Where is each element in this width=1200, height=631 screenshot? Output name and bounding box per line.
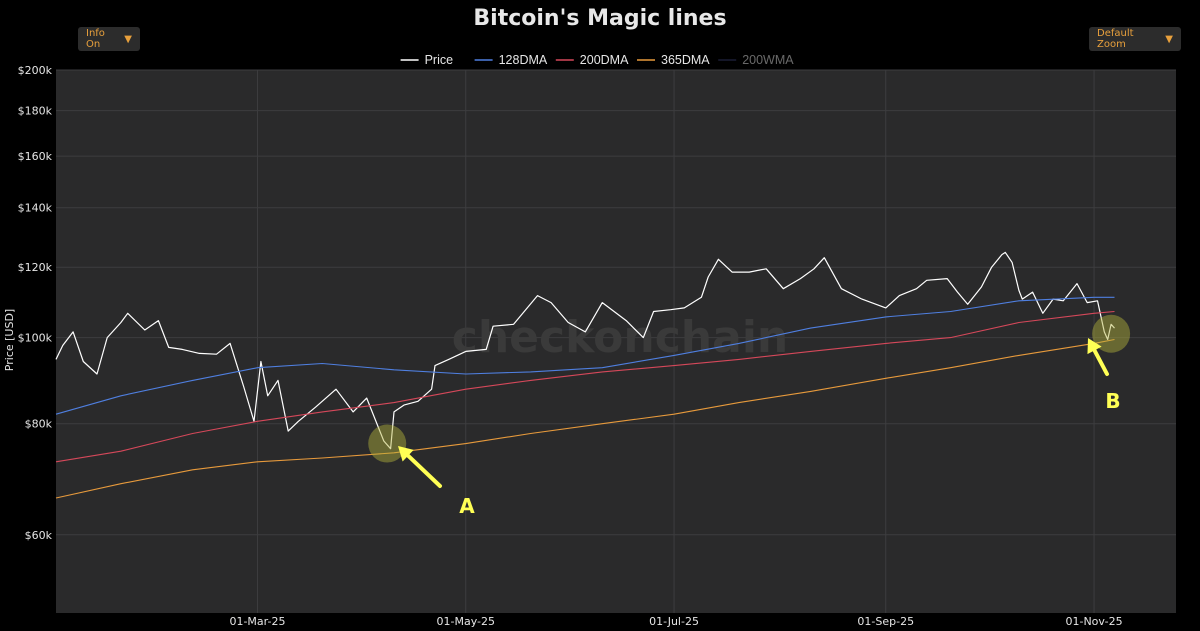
watermark: checkonchain	[452, 312, 788, 363]
x-tick-label: 01-Sep-25	[857, 615, 914, 628]
annotations: AB	[368, 314, 1131, 518]
chevron-down-icon: ▼	[124, 33, 132, 45]
grid-lines	[56, 69, 1176, 613]
legend-item-128dma: 128DMA	[499, 53, 548, 67]
annotation-label-b: B	[1105, 389, 1120, 413]
y-tick-label: $200k	[18, 64, 53, 77]
y-tick-label: $80k	[25, 418, 53, 431]
highlight-circle-a	[368, 424, 407, 463]
arrow-b	[1092, 348, 1109, 376]
y-tick-label: $180k	[18, 105, 53, 118]
plot-area	[56, 70, 1176, 613]
x-tick-label: 01-May-25	[437, 615, 495, 628]
y-tick-label: $60k	[25, 529, 53, 542]
legend-item-price: Price	[425, 53, 454, 67]
x-tick-label: 01-Mar-25	[229, 615, 285, 628]
zoom-dropdown[interactable]: Default Zoom ▼	[1089, 27, 1181, 51]
zoom-label: Default Zoom	[1097, 28, 1134, 50]
series-lines	[55, 251, 1115, 499]
chevron-down-icon: ▼	[1165, 33, 1173, 45]
arrow-head-a	[398, 446, 414, 462]
legend-item-200dma: 200DMA	[580, 53, 629, 67]
x-tick-label: 01-Nov-25	[1065, 615, 1122, 628]
info-toggle-dropdown[interactable]: Info On ▼	[78, 27, 140, 51]
y-tick-label: $160k	[18, 150, 53, 163]
y-tick-label: $120k	[18, 261, 53, 274]
x-tick-label: 01-Jul-25	[649, 615, 699, 628]
y-tick-label: $140k	[18, 202, 53, 215]
annotation-label-a: A	[459, 494, 475, 518]
legend-item-365dma: 365DMA	[661, 53, 710, 67]
series-line-365dma	[55, 338, 1115, 499]
info-toggle-label: Info On	[86, 28, 105, 50]
y-axis-label: Price [USD]	[3, 309, 16, 371]
legend-item-200wma: 200WMA	[742, 53, 794, 67]
y-axis-ticks: $60k $80k $100k $120k $140k $160k $180k $200k	[18, 64, 53, 542]
arrow-head-b	[1087, 338, 1102, 355]
series-line-128dma	[55, 296, 1115, 415]
y-tick-label: $100k	[18, 332, 53, 345]
highlight-circle-b	[1092, 314, 1131, 353]
series-line-price	[55, 251, 1115, 450]
arrow-a	[406, 453, 442, 488]
x-axis-ticks: 01-Mar-25 01-May-25 01-Jul-25 01-Sep-25 01-N…	[229, 615, 1122, 628]
legend: Price 128DMA 200DMA 365DMA 200WMA	[400, 53, 794, 67]
chart-title: Bitcoin's Magic lines	[473, 6, 727, 31]
series-line-200dma	[55, 310, 1115, 463]
